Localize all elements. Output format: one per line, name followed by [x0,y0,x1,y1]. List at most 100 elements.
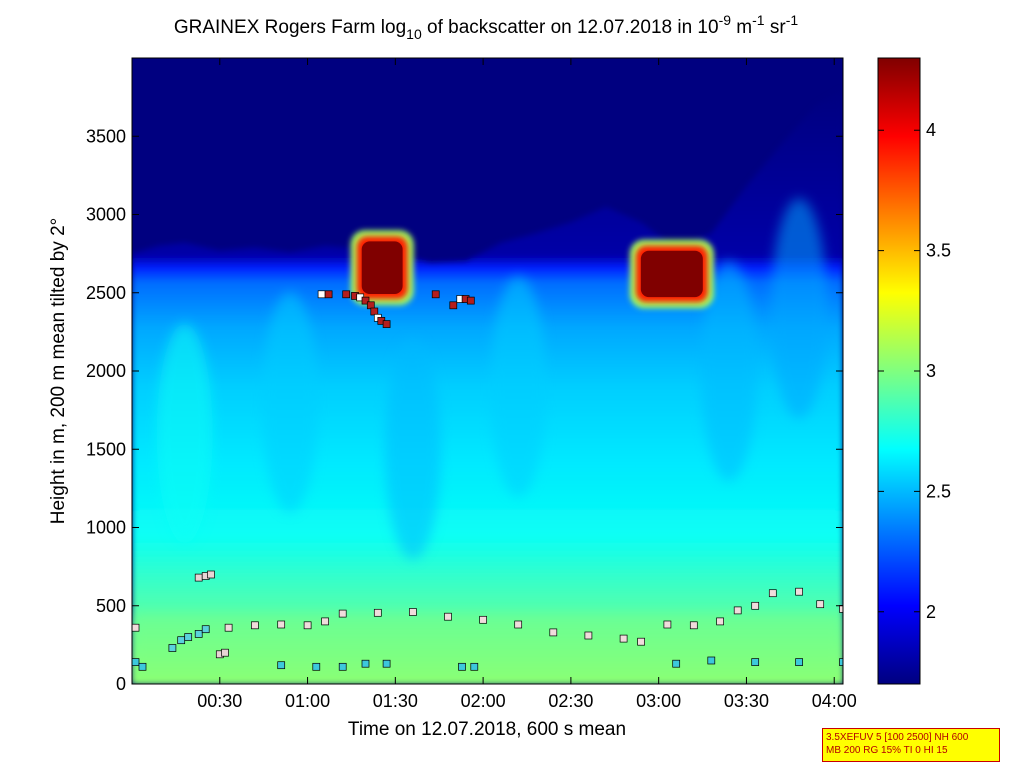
middle-layer-marker [168,644,177,652]
cloud-base-marker [466,296,475,305]
upper-layer-marker [514,620,523,629]
upper-layer-marker [716,617,724,626]
aerosol-plume-4 [700,261,757,481]
x-tick-label: 00:30 [197,691,242,711]
y-tick-label: 500 [96,596,126,616]
x-tick-label: 03:00 [636,691,681,711]
upper-layer-marker [132,623,140,632]
upper-layer-marker [619,634,628,643]
upper-layer-marker [549,628,558,637]
upper-layer-marker [224,623,233,632]
x-tick-label: 03:30 [724,691,769,711]
cloud-base-marker [431,290,440,299]
x-tick-label: 04:00 [812,691,857,711]
elevated-layer-marker [207,570,215,579]
elevated-layer-marker [221,648,229,657]
lower-layer-marker [672,659,681,668]
x-tick-label: 01:00 [285,691,330,711]
lower-layer-marker [751,658,760,666]
cloud-core-0 [361,241,403,295]
lower-layer-marker [132,658,140,666]
y-tick-label: 2500 [86,283,126,303]
colorbar-tick-label: 2 [926,602,936,622]
cloud-base-marker [317,290,326,299]
upper-layer-marker [444,612,452,621]
upper-layer-marker [733,606,742,615]
colorbar-tick-label: 3.5 [926,241,951,261]
aerosol-plume-2 [384,339,441,560]
x-tick-label: 02:30 [548,691,593,711]
upper-layer-marker [839,605,843,613]
lower-layer-marker [382,659,391,668]
chart-title: GRAINEX Rogers Farm log10 of backscatter… [174,12,798,42]
upper-layer-marker [303,621,312,630]
cloud-base-marker [361,296,370,305]
parameter-line-2: MB 200 RG 15% TI 0 HI 15 [826,745,948,756]
cloud-base-marker [382,320,391,328]
x-axis: 00:30 01:00 01:30 02:00 02:30 03:00 03:30 04:00 [197,58,857,711]
x-tick-label: 01:30 [373,691,418,711]
upper-layer-marker [795,587,803,596]
upper-layer-marker [637,637,645,646]
x-tick-label: 02:00 [461,691,506,711]
lower-layer-marker [795,658,803,666]
y-tick-label: 1500 [86,439,126,459]
middle-layer-marker [194,630,203,638]
middle-layer-marker [184,633,193,641]
y-tick-label: 2000 [86,361,126,381]
upper-layer-marker [816,600,825,609]
upper-layer-marker [321,617,329,626]
upper-layer-marker [584,631,593,640]
upper-layer-marker [338,609,347,618]
parameter-box: 3.5XEFUV 5 [100 2500] NH 600 MB 200 RG 1… [822,728,1000,762]
colorbar-tick-label: 3 [926,361,936,381]
cloud-core-1 [640,250,703,298]
colorbar [877,57,921,685]
aerosol-plume-1 [262,292,318,513]
surface-layer-band [132,613,843,684]
upper-layer-marker [277,620,286,629]
colorbar-axis: 2 2.5 3 3.5 4 [878,120,951,622]
lower-layer-marker [277,661,286,670]
aerosol-plume-3 [490,276,547,497]
y-axis: 0 500 1000 1500 2000 2500 3000 3500 [86,126,843,694]
lower-layer-marker [338,662,347,671]
aerosol-plume-0 [156,323,213,544]
upper-layer-marker [479,615,487,624]
lower-layer-marker [458,662,466,671]
parameter-line-1: 3.5XEFUV 5 [100 2500] NH 600 [826,732,969,743]
lower-layer-marker [707,656,716,665]
x-axis-label: Time on 12.07.2018, 600 s mean [348,719,626,740]
backscatter-heatmap [132,58,843,684]
middle-layer-marker [177,636,186,645]
cloud-base-marker [342,290,351,299]
y-axis-label: Height in m, 200 m mean tilted by 2° [48,218,69,524]
layer-markers [132,290,843,671]
lower-layer-marker [138,662,147,671]
colorbar-tick-label: 2.5 [926,481,951,501]
upper-layer-marker [251,621,259,630]
lower-layer-marker [361,659,370,668]
upper-layer-marker [768,589,777,598]
lower-layer-marker [312,662,321,671]
colorbar-tick-label: 4 [926,120,936,140]
upper-layer-marker [663,620,672,629]
y-tick-label: 1000 [86,518,126,538]
middle-layer-marker [201,625,210,634]
elevated-layer-marker [194,573,203,582]
upper-layer-marker [689,621,698,630]
aerosol-plume-5 [771,198,828,419]
cloud-base-marker [449,301,458,310]
lower-layer-marker [470,662,479,671]
y-tick-label: 0 [116,674,126,694]
lower-layer-marker [839,658,843,666]
boundary-layer-aerosol [132,89,843,684]
upper-layer-marker [409,608,417,616]
y-tick-label: 3500 [86,126,126,146]
cloud-base-marker [324,290,333,299]
upper-layer-marker [373,608,382,617]
upper-layer-marker [751,601,760,610]
y-tick-label: 3000 [86,205,126,225]
